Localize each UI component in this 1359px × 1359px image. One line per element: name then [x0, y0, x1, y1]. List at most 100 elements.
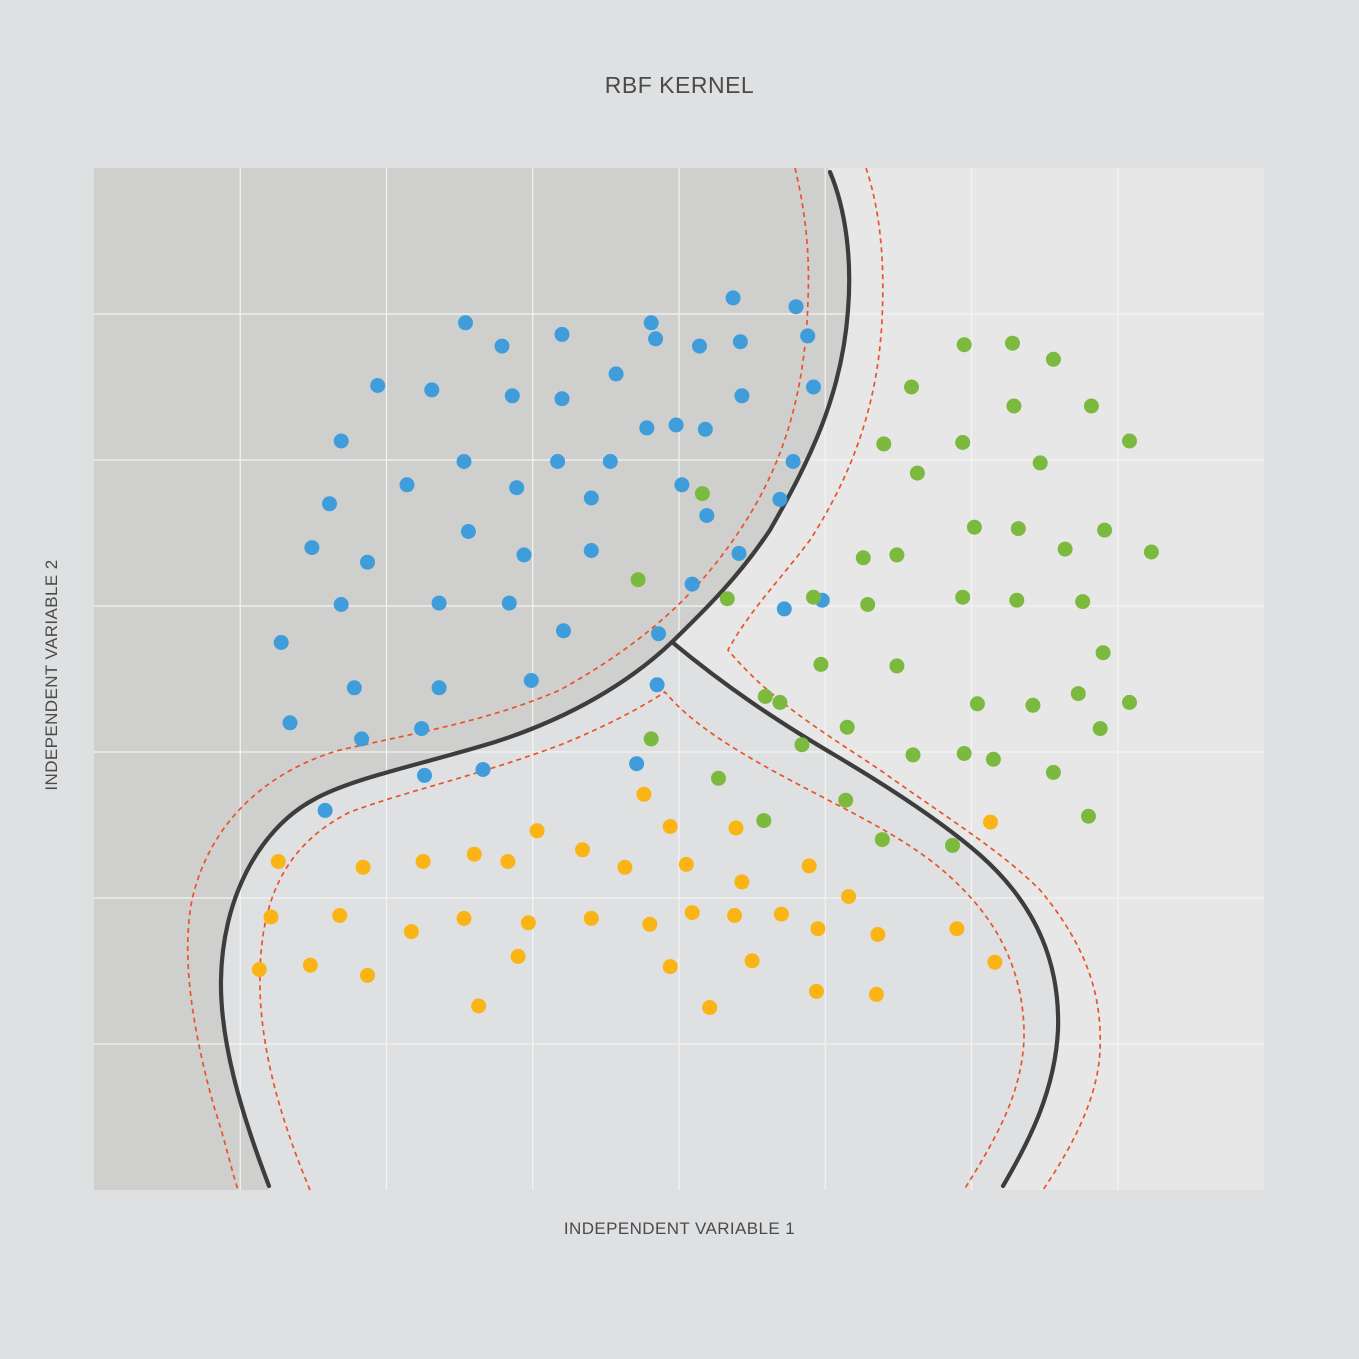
data-point-series-3	[270, 854, 286, 869]
data-point-series-2	[1006, 398, 1022, 414]
data-point-series-2	[1122, 433, 1137, 449]
region-blue	[94, 168, 850, 1190]
data-point-series-1	[697, 421, 713, 437]
data-point-series-1	[554, 391, 570, 407]
data-point-series-2	[966, 519, 982, 535]
data-point-series-2	[1083, 398, 1099, 414]
data-point-series-1	[458, 315, 473, 331]
data-point-series-1	[785, 454, 801, 469]
data-point-series-1	[273, 635, 289, 650]
data-point-series-3	[801, 858, 817, 874]
data-point-series-1	[509, 480, 525, 496]
data-point-series-1	[431, 680, 447, 696]
data-point-series-1	[554, 326, 570, 342]
data-point-series-1	[699, 508, 715, 523]
data-point-series-2	[860, 597, 876, 612]
data-point-series-3	[263, 909, 279, 925]
data-point-series-1	[788, 299, 804, 315]
data-points	[251, 290, 1159, 1015]
data-point-series-3	[642, 916, 658, 932]
data-point-series-3	[510, 948, 526, 964]
data-point-series-2	[1097, 522, 1113, 538]
data-point-series-3	[575, 842, 590, 858]
data-point-series-2	[904, 379, 919, 395]
data-point-series-3	[870, 927, 886, 942]
data-point-series-1	[800, 328, 816, 344]
data-point-series-1	[602, 454, 618, 469]
data-point-series-3	[728, 820, 744, 836]
data-point-series-1	[501, 595, 517, 611]
data-point-series-1	[556, 623, 571, 639]
data-point-series-1	[629, 756, 645, 772]
data-point-series-2	[955, 589, 971, 605]
data-point-series-3	[868, 986, 884, 1002]
data-point-series-3	[727, 908, 743, 923]
data-point-series-1	[684, 576, 700, 592]
data-point-series-1	[504, 388, 520, 404]
data-point-series-1	[475, 762, 491, 777]
data-point-series-3	[520, 915, 536, 931]
data-point-series-1	[651, 626, 666, 642]
data-point-series-1	[692, 338, 707, 354]
data-point-series-1	[431, 595, 447, 611]
data-point-series-2	[1095, 645, 1111, 661]
data-point-series-3	[415, 854, 431, 869]
data-point-series-3	[360, 967, 375, 983]
data-point-series-2	[969, 696, 985, 712]
boundary-upper	[218, 169, 852, 1189]
data-point-series-2	[794, 737, 810, 753]
data-point-series-1	[317, 802, 333, 818]
data-point-series-1	[460, 524, 476, 539]
data-point-series-2	[905, 747, 921, 763]
data-point-series-1	[772, 491, 788, 507]
data-point-series-3	[987, 954, 1003, 970]
data-point-series-3	[734, 874, 750, 890]
data-point-series-2	[694, 486, 710, 502]
data-point-series-2	[756, 813, 772, 829]
data-point-series-1	[668, 417, 684, 433]
data-point-series-3	[332, 908, 348, 923]
data-point-series-1	[776, 601, 792, 617]
data-point-series-1	[516, 547, 532, 563]
data-point-series-2	[985, 751, 1001, 767]
data-point-series-3	[744, 953, 760, 969]
data-point-series-1	[674, 477, 690, 493]
margin-lines	[186, 167, 1102, 1191]
data-point-series-3	[617, 859, 633, 875]
data-point-series-2	[956, 337, 972, 353]
data-point-series-3	[471, 998, 487, 1014]
data-point-series-1	[360, 554, 375, 570]
data-point-series-1	[304, 540, 320, 556]
data-point-series-2	[955, 435, 971, 450]
data-point-series-1	[806, 379, 821, 395]
data-point-series-2	[1081, 808, 1096, 824]
data-point-series-2	[1009, 592, 1025, 608]
data-point-series-2	[838, 792, 854, 808]
data-point-series-3	[773, 906, 789, 922]
data-point-series-2	[889, 658, 905, 674]
data-point-series-1	[322, 496, 337, 512]
data-point-series-2	[630, 572, 646, 588]
data-point-series-1	[648, 331, 664, 347]
data-point-series-2	[1025, 697, 1041, 713]
data-point-series-1	[639, 420, 655, 436]
data-point-series-3	[500, 854, 516, 869]
data-point-series-3	[662, 819, 678, 834]
data-point-series-3	[583, 910, 599, 926]
data-point-series-3	[636, 786, 652, 802]
data-point-series-2	[839, 719, 855, 735]
data-point-series-1	[346, 680, 362, 696]
data-point-series-3	[403, 924, 419, 940]
data-point-series-3	[809, 983, 824, 999]
data-point-series-2	[1005, 335, 1020, 351]
data-point-series-3	[949, 921, 965, 937]
data-point-series-3	[810, 921, 826, 937]
data-point-series-1	[414, 721, 430, 737]
data-point-series-3	[841, 889, 857, 904]
data-point-series-1	[649, 677, 665, 693]
data-point-series-3	[678, 856, 694, 872]
data-point-series-1	[456, 454, 472, 469]
data-point-series-2	[876, 436, 892, 452]
data-point-series-3	[983, 814, 998, 830]
data-point-series-2	[889, 547, 905, 563]
